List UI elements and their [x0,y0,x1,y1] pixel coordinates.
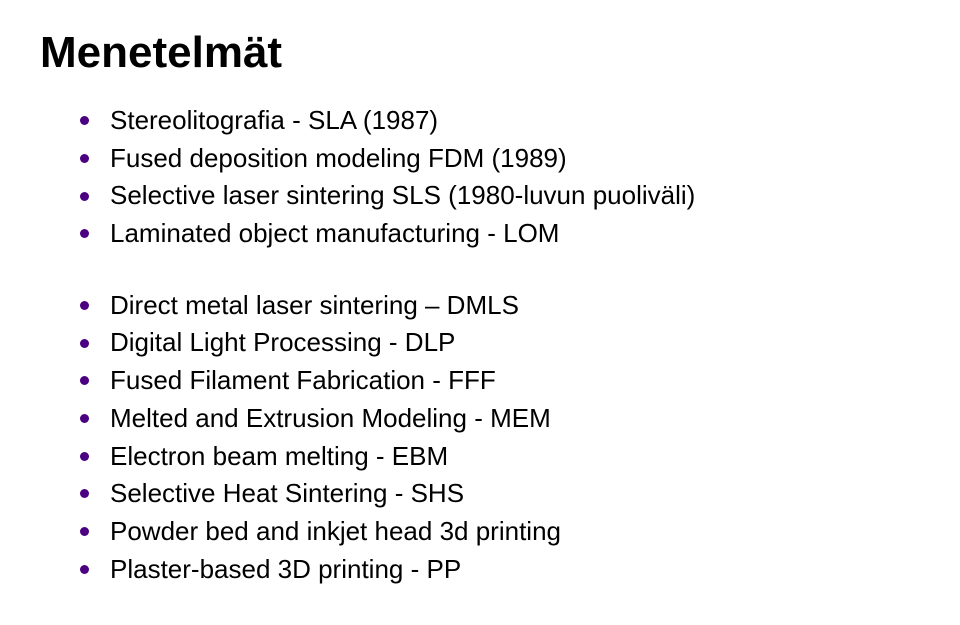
list-item: Selective Heat Sintering - SHS [80,475,920,513]
list-item: Powder bed and inkjet head 3d printing [80,513,920,551]
page-title: Menetelmät [40,28,920,78]
slide: Menetelmät Stereolitografia - SLA (1987)… [0,0,960,625]
list-item: Electron beam melting - EBM [80,438,920,476]
group-separator [40,253,920,287]
list-item: Direct metal laser sintering – DMLS [80,287,920,325]
list-item: Fused Filament Fabrication - FFF [80,362,920,400]
list-item: Fused deposition modeling FDM (1989) [80,140,920,178]
list-item: Plaster-based 3D printing - PP [80,551,920,589]
bullet-list-1: Stereolitografia - SLA (1987) Fused depo… [40,102,920,253]
bullet-list-2: Direct metal laser sintering – DMLS Digi… [40,287,920,589]
list-item: Stereolitografia - SLA (1987) [80,102,920,140]
list-item: Melted and Extrusion Modeling - MEM [80,400,920,438]
list-item: Digital Light Processing - DLP [80,324,920,362]
list-item: Laminated object manufacturing - LOM [80,215,920,253]
list-item: Selective laser sintering SLS (1980-luvu… [80,177,920,215]
